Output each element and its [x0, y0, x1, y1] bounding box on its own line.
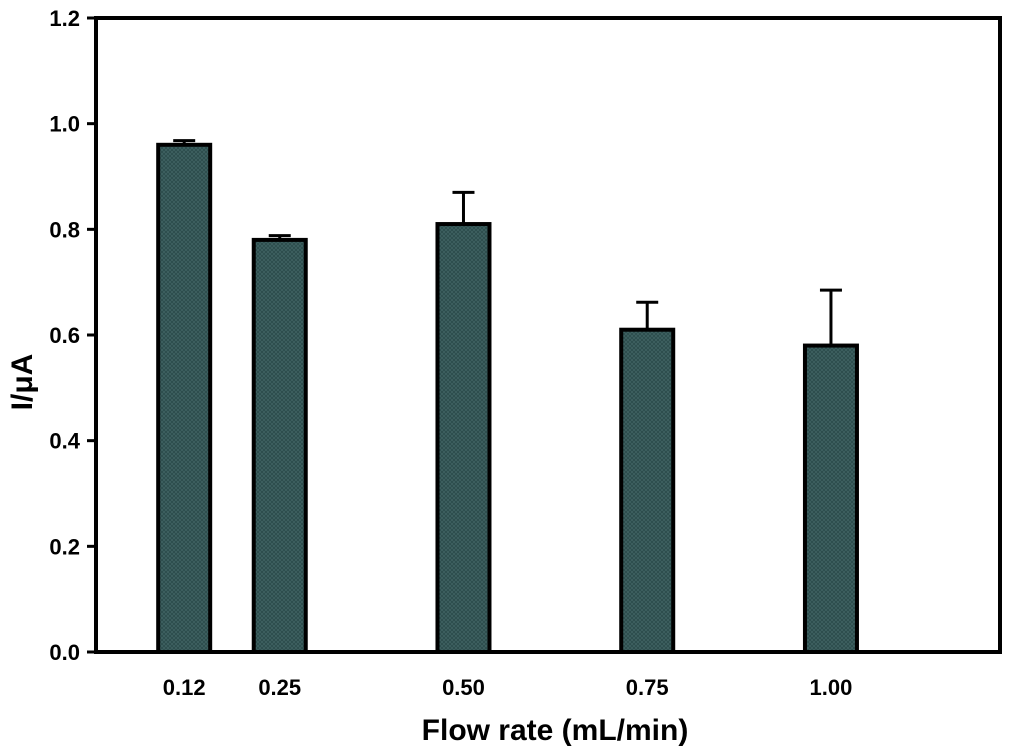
y-axis-title: I/μA — [6, 354, 39, 411]
x-axis-title: Flow rate (mL/min) — [422, 714, 689, 747]
error-bars-layer — [173, 139, 842, 346]
y-tick-label: 0.2 — [49, 534, 80, 559]
y-tick-label: 0.4 — [49, 429, 80, 454]
x-axis: 0.12 0.25 0.50 0.75 1.00 — [163, 675, 853, 700]
y-tick-label: 1.0 — [49, 112, 80, 137]
bar-0.50 — [435, 222, 492, 655]
x-tick-label: 0.50 — [442, 675, 485, 700]
y-tick-label: 0.6 — [49, 323, 80, 348]
bar-1.00 — [802, 343, 859, 654]
x-tick-label: 0.75 — [626, 675, 669, 700]
bar-0.12 — [156, 142, 213, 655]
bar-0.75 — [619, 327, 676, 654]
y-axis: 0.0 0.2 0.4 0.6 0.8 1.0 1.2 — [49, 6, 96, 665]
bars-layer — [156, 142, 859, 655]
y-tick-label: 0.8 — [49, 217, 80, 242]
y-tick-label: 1.2 — [49, 6, 80, 31]
x-tick-label: 0.25 — [258, 675, 301, 700]
y-tick-label: 0.0 — [49, 640, 80, 665]
x-tick-label: 1.00 — [810, 675, 853, 700]
x-tick-label: 0.12 — [163, 675, 206, 700]
plot-frame — [94, 16, 1002, 654]
bar-0.25 — [251, 237, 308, 654]
